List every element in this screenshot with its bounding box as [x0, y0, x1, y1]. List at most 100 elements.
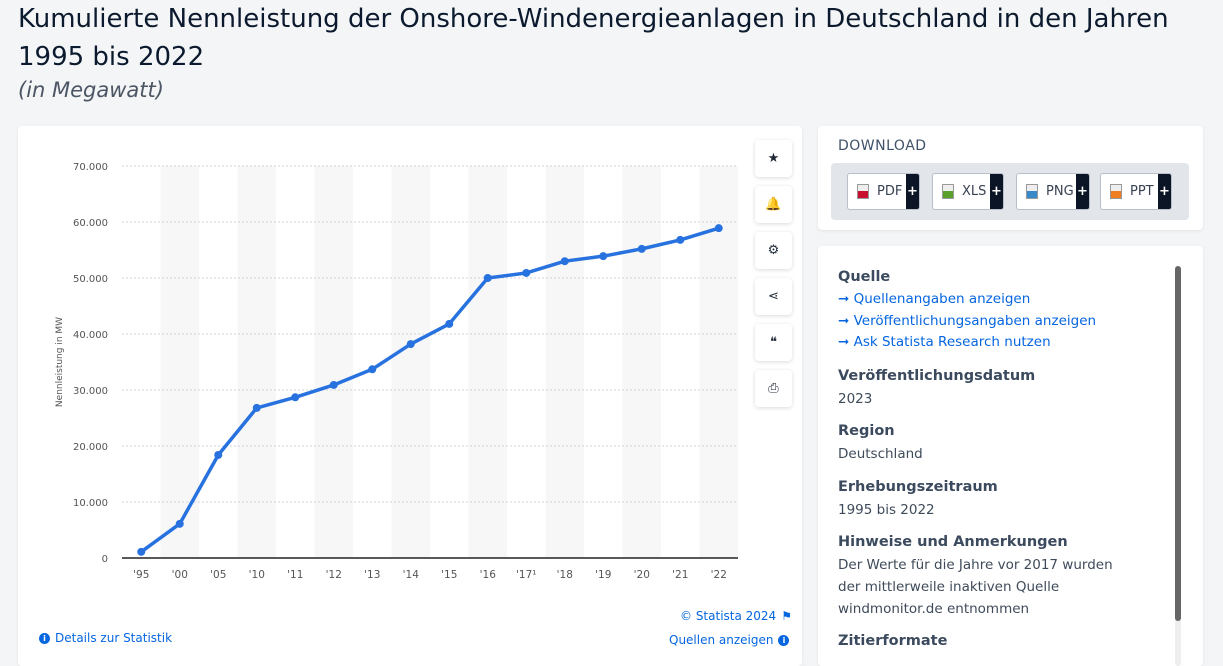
plus-icon[interactable]: +: [906, 174, 919, 209]
star-button[interactable]: ★: [755, 140, 792, 177]
download-bar: PDF + XLS + PNG + PPT +: [831, 163, 1189, 220]
share-icon: ⋖: [768, 289, 779, 304]
details-link[interactable]: i Details zur Statistik: [39, 631, 172, 645]
gear-icon: ⚙: [767, 243, 780, 258]
data-point: [483, 274, 492, 282]
quote-icon: ❝: [770, 335, 777, 350]
print-icon: ⎙: [768, 381, 779, 396]
y-tick-label: 30.000: [73, 386, 108, 397]
download-pdf-button[interactable]: PDF +: [847, 173, 920, 210]
page-title: Kumulierte Nennleistung der Onshore-Wind…: [18, 4, 1169, 72]
x-tick-label: '22: [711, 569, 727, 581]
link-source-details[interactable]: ➞ Quellenangaben anzeigen: [838, 291, 1031, 307]
band: [314, 166, 353, 558]
download-label: PDF: [877, 184, 903, 199]
copyright[interactable]: © Statista 2024 ⚑: [680, 609, 792, 623]
sources-link[interactable]: Quellen anzeigen i: [669, 633, 790, 647]
line-chart: 0 10.000 20.000 30.000 40.000 50.000 60.000 70.…: [55, 162, 738, 581]
print-button[interactable]: ⎙: [755, 370, 792, 407]
data-point: [522, 268, 531, 277]
download-png-button[interactable]: PNG +: [1016, 173, 1090, 210]
x-tick-label: '15: [441, 569, 457, 581]
band: [545, 166, 584, 558]
y-tick-label: 0: [102, 554, 108, 565]
x-tick-label: '13: [364, 569, 380, 581]
period-heading: Erhebungszeitraum: [838, 479, 998, 495]
download-label: PNG: [1046, 184, 1074, 199]
region-heading: Region: [838, 423, 895, 439]
region-value: Deutschland: [838, 446, 923, 462]
plus-icon[interactable]: +: [1076, 174, 1089, 209]
x-tick-label: '95: [133, 569, 149, 581]
pdf-file-icon: [857, 184, 869, 199]
share-button[interactable]: ⋖: [755, 278, 792, 315]
y-tick-label: 60.000: [73, 218, 108, 229]
download-card: DOWNLOAD PDF + XLS + PNG + PPT +: [818, 126, 1203, 230]
sources-text: Quellen anzeigen: [669, 633, 774, 647]
period-value: 1995 bis 2022: [838, 502, 935, 518]
data-point: [676, 235, 685, 244]
band: [622, 166, 661, 558]
ppt-file-icon: [1110, 184, 1122, 199]
y-tick-label: 70.000: [73, 162, 108, 173]
link-text: Ask Statista Research nutzen: [853, 334, 1051, 350]
chart-card: 0 10.000 20.000 30.000 40.000 50.000 60.000 70.…: [18, 126, 802, 666]
data-point: [560, 257, 569, 266]
band: [160, 166, 199, 558]
download-label: PPT: [1130, 184, 1154, 199]
band: [391, 166, 430, 558]
x-tick-label: '17¹: [516, 569, 536, 581]
data-point: [214, 450, 223, 459]
y-tick-label: 40.000: [73, 330, 108, 341]
info-card: Quelle ➞ Quellenangaben anzeigen ➞ Veröf…: [818, 246, 1203, 666]
y-tick-label: 20.000: [73, 442, 108, 453]
png-file-icon: [1026, 184, 1038, 199]
data-point: [175, 519, 184, 528]
info-icon: i: [778, 634, 790, 646]
quote-button[interactable]: ❝: [755, 324, 792, 361]
y-tick-label: 50.000: [73, 274, 108, 285]
x-tick-label: '14: [403, 569, 420, 581]
info-icon: i: [39, 632, 50, 644]
data-point: [599, 252, 608, 261]
data-point: [445, 319, 454, 328]
plus-icon[interactable]: +: [1158, 174, 1171, 209]
details-text: Details zur Statistik: [55, 631, 173, 645]
series-line: [140, 226, 720, 554]
plus-icon[interactable]: +: [990, 174, 1003, 209]
download-ppt-button[interactable]: PPT +: [1100, 173, 1172, 210]
cite-heading: Zitierformate: [838, 633, 948, 649]
link-text: Quellenangaben anzeigen: [853, 291, 1031, 307]
download-xls-button[interactable]: XLS +: [932, 173, 1004, 210]
link-publication-details[interactable]: ➞ Veröffentlichungsangaben anzeigen: [838, 312, 1097, 329]
notes-value: Der Werte für die Jahre vor 2017 wurden …: [838, 557, 1113, 617]
data-point: [637, 244, 646, 253]
notes-heading: Hinweise und Anmerkungen: [838, 534, 1068, 550]
x-tick-label: '21: [672, 569, 688, 581]
x-tick-label: '20: [634, 569, 650, 581]
band: [468, 166, 507, 558]
x-tick-label: '19: [595, 569, 611, 581]
x-tick-label: '05: [210, 569, 226, 581]
data-point: [252, 403, 261, 412]
download-label: XLS: [962, 184, 987, 199]
x-tick-label: '11: [287, 569, 303, 581]
page-subtitle: (in Megawatt): [18, 78, 164, 102]
download-heading: DOWNLOAD: [838, 138, 927, 154]
gear-button[interactable]: ⚙: [755, 232, 792, 269]
link-text: Veröffentlichungsangaben anzeigen: [853, 312, 1097, 329]
source-heading: Quelle: [838, 269, 891, 285]
link-ask-research[interactable]: ➞ Ask Statista Research nutzen: [838, 334, 1051, 350]
data-point: [714, 224, 723, 233]
x-tick-label: '10: [249, 569, 265, 581]
pubdate-heading: Veröffentlichungsdatum: [838, 368, 1036, 384]
data-point: [329, 380, 338, 389]
bell-button[interactable]: 🔔: [755, 186, 792, 223]
x-tick-label: '12: [326, 569, 342, 581]
scrollbar-thumb[interactable]: [1175, 266, 1181, 621]
data-point: [406, 340, 415, 349]
copyright-text: © Statista 2024: [680, 609, 777, 623]
x-tick-label: '16: [480, 569, 497, 581]
x-tick-label: '18: [557, 569, 573, 581]
data-point: [368, 365, 377, 374]
